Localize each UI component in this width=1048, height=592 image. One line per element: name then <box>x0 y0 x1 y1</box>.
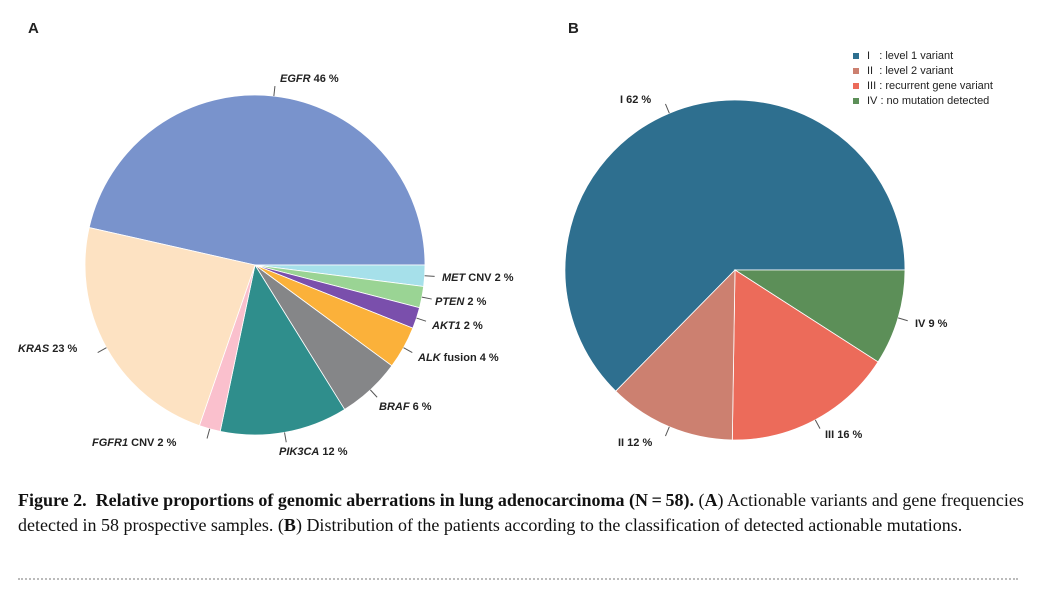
leader-line-a-akt1 <box>416 317 427 322</box>
panel-a-letter: A <box>28 20 39 37</box>
caption-title: Relative proportions of genomic aberrati… <box>95 490 694 510</box>
legend-swatch-4 <box>853 98 859 104</box>
leader-line-a-egfr <box>273 86 276 97</box>
figure-canvas: EGFR 46 % MET CNV 2 % PTEN 2 % AKT1 2 % ALK … <box>18 50 993 458</box>
slice-b-iii <box>731 269 879 441</box>
slice-b-iv <box>733 269 906 363</box>
slice-label-a-alk: ALK fusion 4 % <box>417 352 499 364</box>
leader-line-a-pten <box>421 296 432 300</box>
section-divider <box>18 578 1018 580</box>
legend-swatch-3 <box>853 83 859 89</box>
caption-panel-b-text: Distribution of the patients according t… <box>306 515 963 535</box>
caption-panel-a-text: Actionable variants and gene frequencies… <box>18 490 1024 535</box>
legend-swatch-1 <box>853 53 859 59</box>
slice-label-b-i: I 62 % <box>620 94 651 106</box>
panel-b-letter: B <box>568 20 579 37</box>
slice-label-a-pik3ca: PIK3CA 12 % <box>279 446 348 458</box>
leader-line-a-braf <box>369 389 378 398</box>
slice-a-kras <box>84 227 256 427</box>
leader-line-a-alk <box>403 347 413 353</box>
leader-line-b-ii <box>664 426 670 437</box>
legend-b: I : level 1 variant II : level 2 variant I… <box>853 50 993 107</box>
slice-label-a-met: MET CNV 2 % <box>442 272 514 284</box>
leader-line-a-met <box>424 275 435 277</box>
caption-panel-b-letter: B <box>283 515 296 535</box>
slice-label-a-egfr: EGFR 46 % <box>280 73 339 85</box>
pie-chart-a: EGFR 46 % MET CNV 2 % PTEN 2 % AKT1 2 % ALK … <box>18 73 514 458</box>
slice-label-b-iv: IV 9 % <box>915 318 948 330</box>
leader-line-a-fgfr1 <box>206 428 211 439</box>
pie-chart-b: I 62 % IV 9 % III 16 % II 12 % <box>564 94 948 449</box>
legend-text-3: III : recurrent gene variant <box>867 80 993 92</box>
caption-figure-label: Figure 2. <box>18 490 87 510</box>
slice-label-a-pten: PTEN 2 % <box>435 296 487 308</box>
legend-swatch-2 <box>853 68 859 74</box>
slice-label-a-fgfr1: FGFR1 CNV 2 % <box>92 437 177 449</box>
figure-caption: Figure 2. Relative proportions of genomi… <box>18 490 1024 535</box>
legend-text-1: I : level 1 variant <box>867 50 953 62</box>
legend-text-2: II : level 2 variant <box>867 65 953 77</box>
slice-a-egfr <box>88 94 426 266</box>
leader-line-a-kras <box>97 347 107 353</box>
slice-label-a-braf: BRAF 6 % <box>379 401 432 413</box>
leader-line-b-iii <box>814 419 821 429</box>
leader-line-b-i <box>664 103 670 114</box>
legend-text-4: IV : no mutation detected <box>867 95 989 107</box>
leader-line-b-iv <box>897 317 908 322</box>
slice-b-i <box>564 99 906 392</box>
slice-label-a-akt1: AKT1 2 % <box>431 320 483 332</box>
leader-line-a-pik3ca <box>284 432 287 443</box>
caption-panel-a-letter: A <box>704 490 718 510</box>
slice-label-b-iii: III 16 % <box>825 429 863 441</box>
slice-label-a-kras: KRAS 23 % <box>18 343 78 355</box>
slice-label-b-ii: II 12 % <box>618 437 652 449</box>
